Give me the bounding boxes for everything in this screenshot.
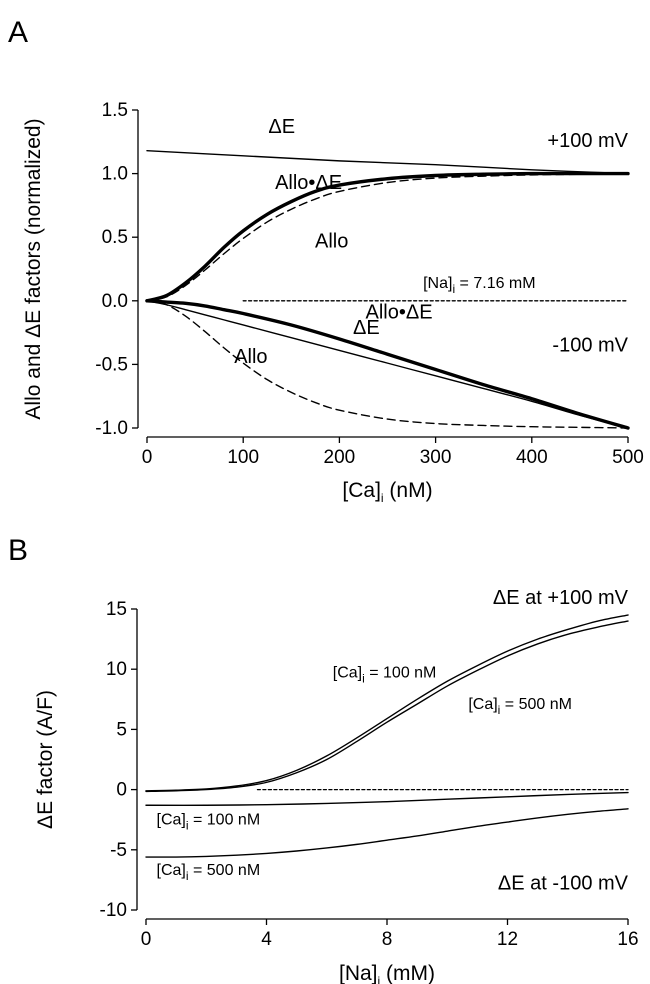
- x-tick-label: 400: [516, 447, 548, 468]
- y-axis-title: ΔE factor (A/F): [34, 690, 57, 829]
- curve-annotation: [Na]i = 7.16 mM: [423, 275, 536, 296]
- x-tick-label: 500: [612, 447, 644, 468]
- curve-annotation: -100 mV: [552, 335, 628, 357]
- series-line: [146, 300, 629, 429]
- y-tick-label: -0.5: [95, 354, 128, 375]
- x-tick-label: 8: [382, 929, 393, 950]
- series-line: [145, 299, 630, 430]
- y-tick-label: 0.0: [102, 291, 128, 312]
- series-line: [146, 300, 629, 429]
- y-tick-label: -5: [110, 840, 127, 861]
- y-tick-label: -1.0: [95, 418, 128, 439]
- curve-annotation: Allo: [234, 346, 267, 368]
- curve-annotation: [Ca]i = 100 nM: [157, 812, 261, 833]
- x-tick-label: 16: [617, 929, 638, 950]
- curve-annotation: ΔE at +100 mV: [493, 587, 629, 609]
- y-tick-label: 1.5: [102, 100, 128, 121]
- y-tick-label: 15: [106, 599, 127, 620]
- x-tick-label: 4: [261, 929, 272, 950]
- panel-b-letter: B: [8, 534, 28, 567]
- x-axis-title: [Na]i (mM): [339, 962, 435, 984]
- curve-annotation: ΔE: [268, 116, 295, 138]
- curve-annotation: Allo: [315, 230, 348, 252]
- panel-a-letter: A: [8, 16, 28, 49]
- series-line: [146, 150, 629, 175]
- curve-annotation: +100 mV: [547, 130, 628, 152]
- x-tick-label: 0: [141, 929, 152, 950]
- curve-annotation: Allo•ΔE: [275, 172, 342, 194]
- series-line: [145, 614, 629, 792]
- curve-annotation: Allo•ΔE: [366, 302, 433, 324]
- curve-annotation: [Ca]i = 500 nM: [468, 696, 572, 717]
- y-tick-label: 10: [106, 659, 127, 680]
- series-line: [145, 620, 629, 793]
- y-tick-label: 1.0: [102, 164, 128, 185]
- x-tick-label: 300: [420, 447, 452, 468]
- x-axis-title: [Ca]i (nM): [342, 479, 432, 505]
- y-tick-label: -10: [100, 900, 127, 921]
- panel-a-chart: 0 100 200 300 400 500 -1.0 -0.5 0.0 0.5 1.0 1.5 [Ca]…: [22, 100, 644, 505]
- y-axis-title: Allo and ΔE factors (normalized): [22, 118, 45, 419]
- y-tick-label: 0: [116, 780, 127, 801]
- panel-b-chart: 0 4 8 12 16 -10 -5 0 5 10 15 [Na]i (mM) ΔE factor (A…: [34, 587, 639, 984]
- x-tick-label: 200: [324, 447, 356, 468]
- curve-annotation: [Ca]i = 500 nM: [157, 862, 261, 883]
- series-line: [146, 172, 629, 302]
- series-line: [145, 791, 629, 806]
- x-tick-label: 100: [227, 447, 259, 468]
- series-line: [145, 171, 630, 303]
- x-tick-label: 0: [142, 447, 153, 468]
- y-tick-label: 5: [116, 719, 127, 740]
- x-tick-label: 12: [497, 929, 518, 950]
- series-line: [145, 808, 629, 858]
- y-tick-label: 0.5: [102, 227, 128, 248]
- curve-annotation: [Ca]i = 100 nM: [333, 665, 437, 686]
- curve-annotation: ΔE at -100 mV: [498, 873, 629, 895]
- curve-annotation: ΔE: [353, 317, 380, 339]
